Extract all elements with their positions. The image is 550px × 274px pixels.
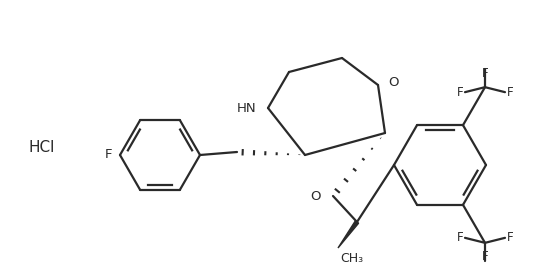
- Text: F: F: [456, 86, 463, 99]
- Text: F: F: [104, 149, 112, 161]
- Text: F: F: [507, 231, 514, 244]
- Polygon shape: [338, 221, 359, 248]
- Text: F: F: [507, 86, 514, 99]
- Text: O: O: [388, 76, 399, 90]
- Text: HN: HN: [236, 101, 256, 115]
- Text: HCl: HCl: [29, 141, 55, 156]
- Text: F: F: [482, 250, 488, 263]
- Text: O: O: [311, 190, 321, 202]
- Text: F: F: [456, 231, 463, 244]
- Text: F: F: [482, 67, 488, 80]
- Text: CH₃: CH₃: [340, 252, 363, 265]
